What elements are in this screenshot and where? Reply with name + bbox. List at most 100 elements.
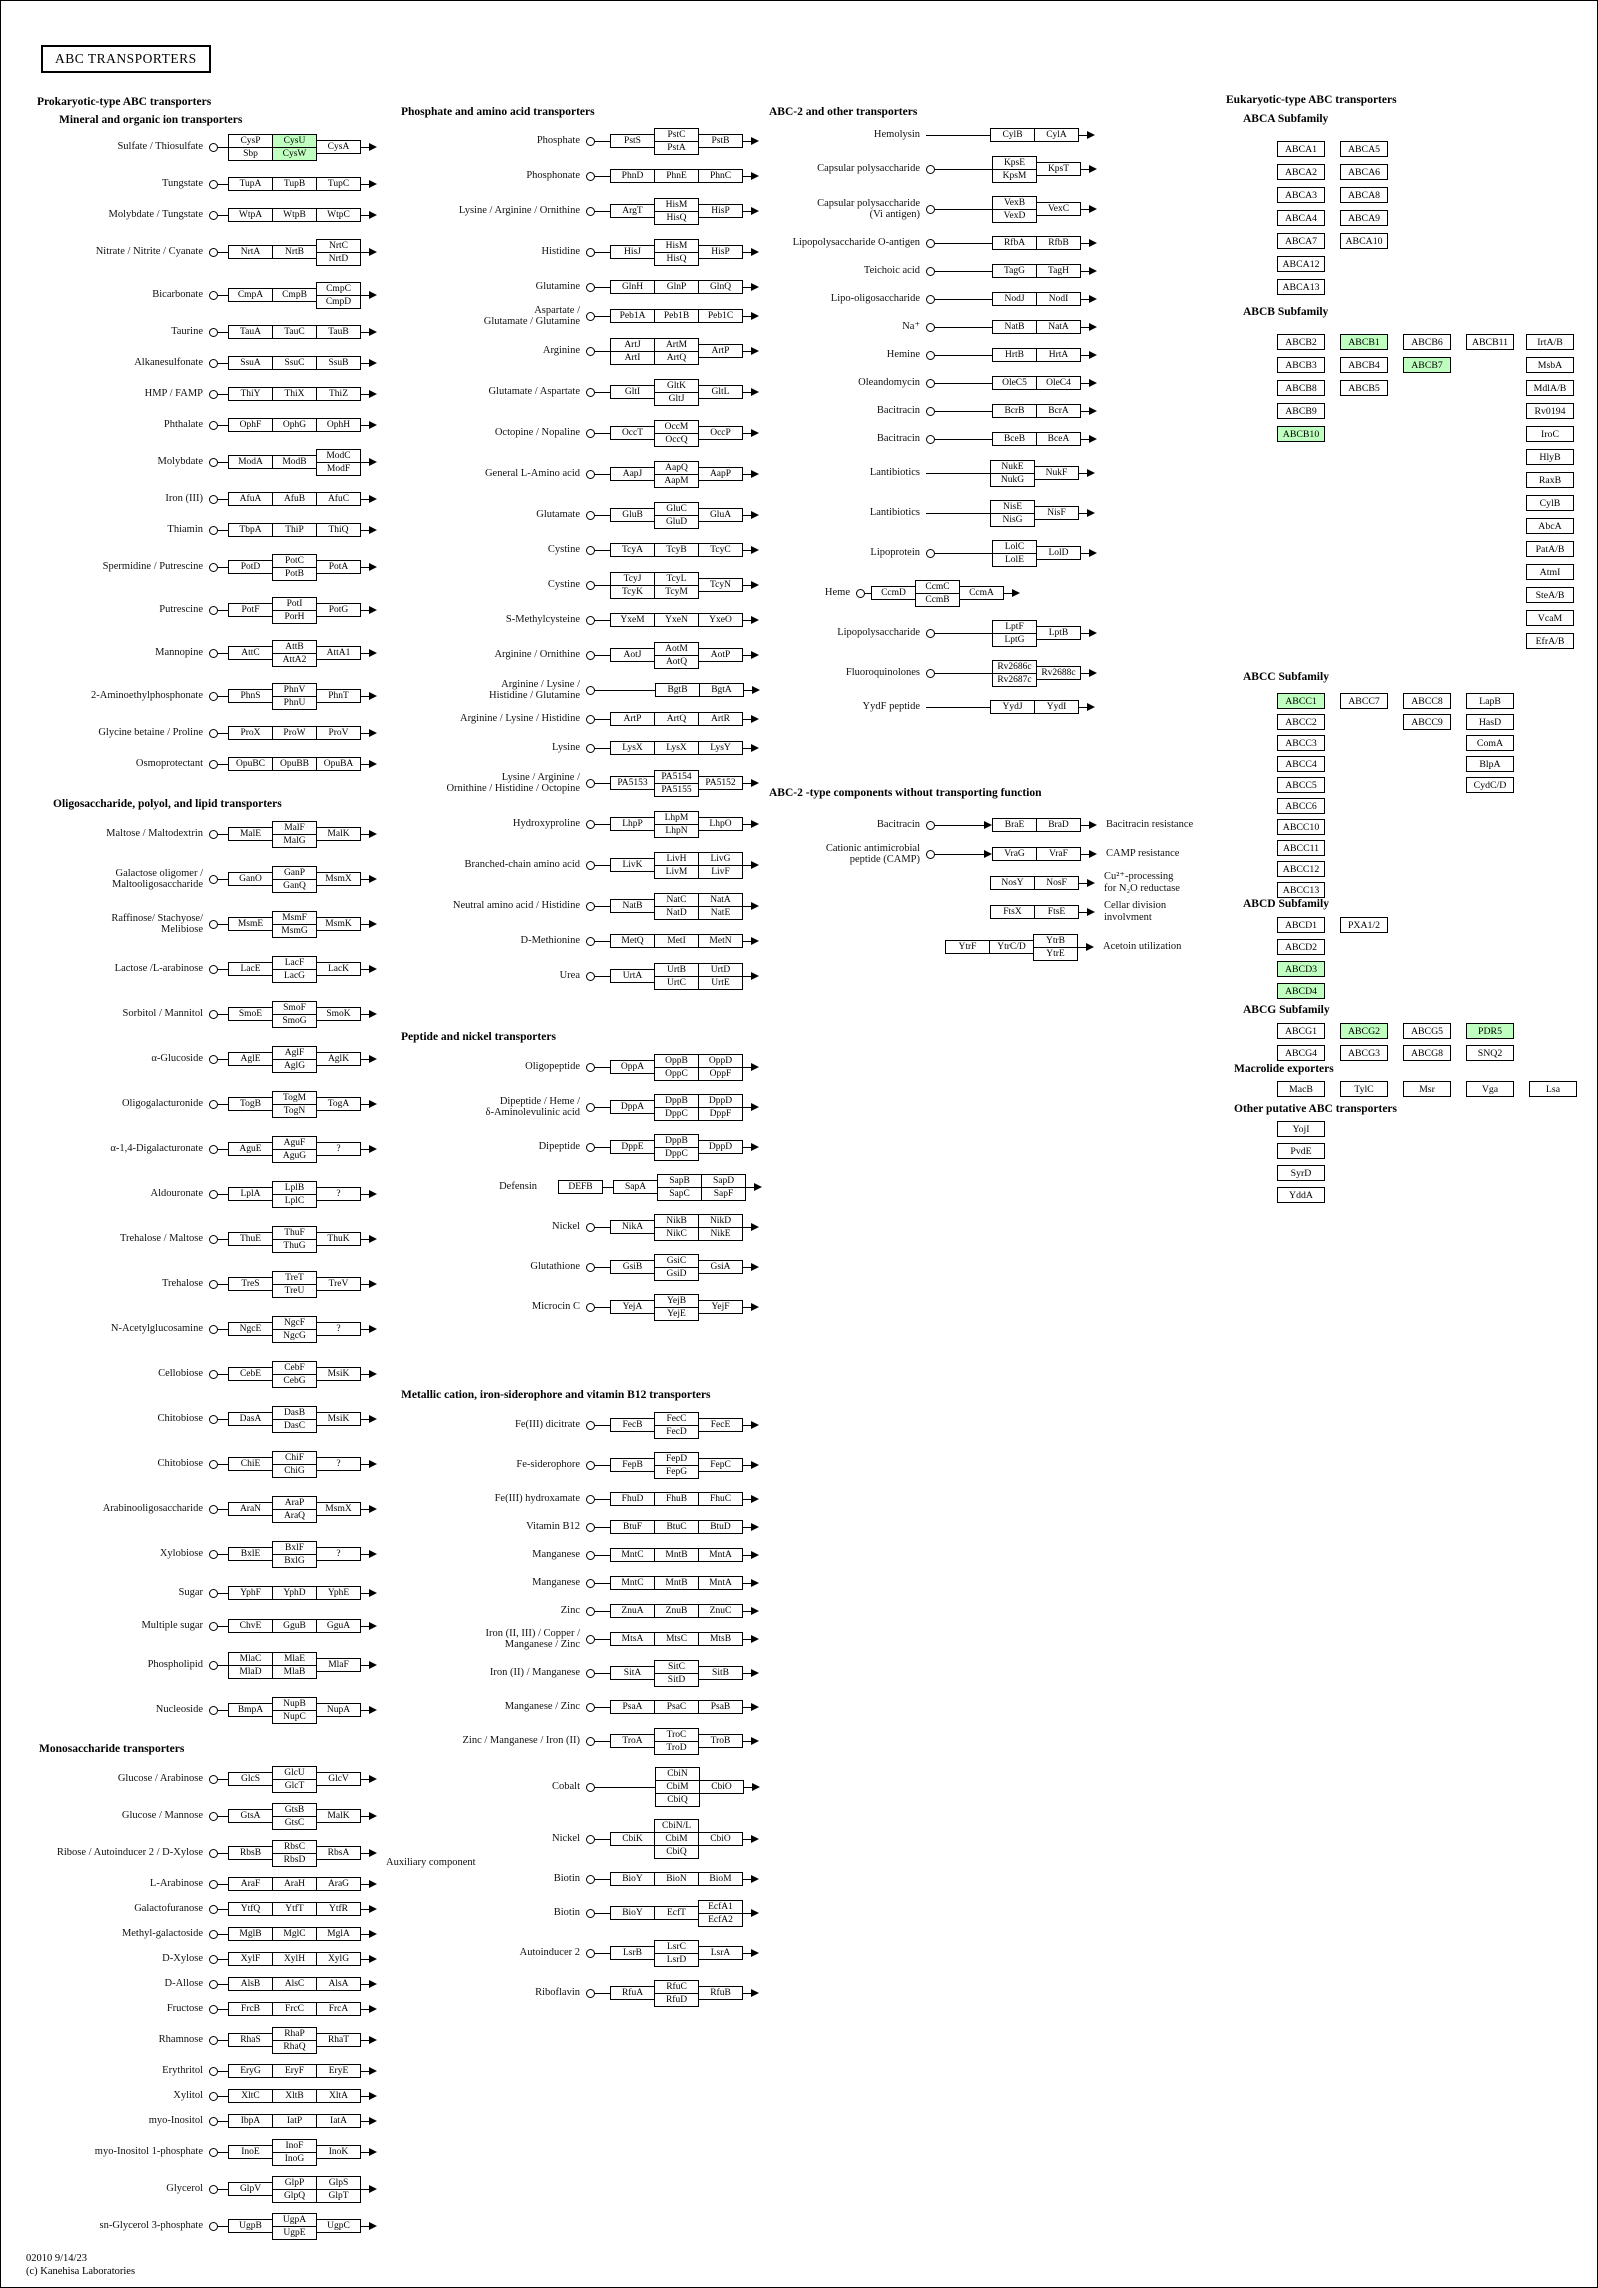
gene-box-MlaC[interactable]: MlaC <box>228 1651 273 1666</box>
gene-box-UrtD[interactable]: UrtD <box>698 962 743 977</box>
gene-box-ABCB5[interactable]: ABCB5 <box>1340 380 1388 396</box>
gene-box-UrtA[interactable]: UrtA <box>610 969 655 983</box>
gene-box-AglK[interactable]: AglK <box>316 1052 361 1066</box>
gene-box-PotB[interactable]: PotB <box>272 566 317 581</box>
gene-box-PstA[interactable]: PstA <box>654 140 699 155</box>
gene-box-PDR5[interactable]: PDR5 <box>1466 1023 1514 1039</box>
gene-box-OleC4[interactable]: OleC4 <box>1036 376 1081 390</box>
gene-box-NosY[interactable]: NosY <box>990 876 1035 890</box>
gene-box-GsiC[interactable]: GsiC <box>654 1253 699 1268</box>
gene-box-ProX[interactable]: ProX <box>228 726 273 740</box>
gene-box-AraF[interactable]: AraF <box>228 1877 273 1891</box>
gene-box-ThuK[interactable]: ThuK <box>316 1232 361 1246</box>
gene-box-PhnT[interactable]: PhnT <box>316 689 361 703</box>
gene-box-CylB[interactable]: CylB <box>1526 495 1574 511</box>
gene-box-ProW[interactable]: ProW <box>272 726 317 740</box>
gene-box-ModF[interactable]: ModF <box>316 461 361 476</box>
gene-box-TroA[interactable]: TroA <box>610 1734 655 1748</box>
gene-box-CbiQ[interactable]: CbiQ <box>655 1793 700 1807</box>
gene-box-SapC[interactable]: SapC <box>657 1186 702 1201</box>
gene-box-CcmD[interactable]: CcmD <box>871 586 916 600</box>
gene-box-GlpS[interactable]: GlpS <box>316 2175 361 2190</box>
gene-box-PstB[interactable]: PstB <box>698 134 743 148</box>
gene-box-ABCA2[interactable]: ABCA2 <box>1277 164 1325 180</box>
gene-box-FhuD[interactable]: FhuD <box>610 1492 655 1506</box>
gene-box-GlnQ[interactable]: GlnQ <box>698 280 743 294</box>
gene-box-ThiZ[interactable]: ThiZ <box>316 387 361 401</box>
gene-box-GtsC[interactable]: GtsC <box>272 1815 317 1830</box>
gene-box-ArtQ[interactable]: ArtQ <box>654 712 699 726</box>
gene-box-GluD[interactable]: GluD <box>654 514 699 529</box>
gene-box-SapB[interactable]: SapB <box>657 1173 702 1188</box>
gene-box-SsuC[interactable]: SsuC <box>272 356 317 370</box>
gene-box-ThuG[interactable]: ThuG <box>272 1238 317 1253</box>
gene-box-CcmA[interactable]: CcmA <box>959 586 1004 600</box>
gene-box-MalK[interactable]: MalK <box>316 1809 361 1823</box>
gene-box-ABCC2[interactable]: ABCC2 <box>1277 714 1325 730</box>
gene-box-RhaT[interactable]: RhaT <box>316 2033 361 2047</box>
gene-box-ABCB4[interactable]: ABCB4 <box>1340 357 1388 373</box>
gene-box-Rv2687c[interactable]: Rv2687c <box>992 672 1037 687</box>
gene-box-UrtE[interactable]: UrtE <box>698 975 743 990</box>
gene-box-CbiO[interactable]: CbiO <box>699 1780 744 1794</box>
gene-box-PotA[interactable]: PotA <box>316 560 361 574</box>
gene-box-PatA/B[interactable]: PatA/B <box>1526 541 1574 557</box>
gene-box-DEFB[interactable]: DEFB <box>558 1180 603 1194</box>
gene-box-MntC[interactable]: MntC <box>610 1576 655 1590</box>
gene-box-PotD[interactable]: PotD <box>228 560 273 574</box>
gene-box-NupB[interactable]: NupB <box>272 1696 317 1711</box>
gene-box-DasB[interactable]: DasB <box>272 1405 317 1420</box>
gene-box-NrtC[interactable]: NrtC <box>316 238 361 253</box>
gene-box-DppD[interactable]: DppD <box>698 1140 743 1154</box>
gene-box-RhaQ[interactable]: RhaQ <box>272 2039 317 2054</box>
gene-box-AglG[interactable]: AglG <box>272 1058 317 1073</box>
gene-box-PotG[interactable]: PotG <box>316 603 361 617</box>
gene-box-MglB[interactable]: MglB <box>228 1927 273 1941</box>
gene-box-ComA[interactable]: ComA <box>1466 735 1514 751</box>
gene-box-RfuB[interactable]: RfuB <box>698 1986 743 2000</box>
gene-box-HisJ[interactable]: HisJ <box>610 245 655 259</box>
gene-box-NgcE[interactable]: NgcE <box>228 1322 273 1336</box>
gene-box-PA5154[interactable]: PA5154 <box>654 769 699 784</box>
gene-box-GltK[interactable]: GltK <box>654 378 699 393</box>
gene-box-YtrC/D[interactable]: YtrC/D <box>989 940 1034 954</box>
gene-box-ABCC11[interactable]: ABCC11 <box>1277 840 1325 856</box>
gene-box-AfuB[interactable]: AfuB <box>272 492 317 506</box>
gene-box-Peb1A[interactable]: Peb1A <box>610 309 655 323</box>
gene-box-AraG[interactable]: AraG <box>316 1877 361 1891</box>
gene-box-NgcG[interactable]: NgcG <box>272 1328 317 1343</box>
gene-box-MsiK[interactable]: MsiK <box>316 1367 361 1381</box>
gene-box-MglC[interactable]: MglC <box>272 1927 317 1941</box>
gene-box-TauA[interactable]: TauA <box>228 325 273 339</box>
gene-box-NupC[interactable]: NupC <box>272 1709 317 1724</box>
gene-box-ABCA12[interactable]: ABCA12 <box>1277 256 1325 272</box>
gene-box-ABCG4[interactable]: ABCG4 <box>1277 1045 1325 1061</box>
gene-box-SteA/B[interactable]: SteA/B <box>1526 587 1574 603</box>
gene-box-LhpP[interactable]: LhpP <box>610 817 655 831</box>
gene-box-GlcS[interactable]: GlcS <box>228 1772 273 1786</box>
gene-box-ABCA1[interactable]: ABCA1 <box>1277 141 1325 157</box>
gene-box-LolE[interactable]: LolE <box>992 552 1037 567</box>
gene-box-ABCC9[interactable]: ABCC9 <box>1403 714 1451 730</box>
gene-box-OccP[interactable]: OccP <box>698 426 743 440</box>
gene-box-TagG[interactable]: TagG <box>992 264 1037 278</box>
gene-box-ZnuC[interactable]: ZnuC <box>698 1604 743 1618</box>
gene-box-ABCC10[interactable]: ABCC10 <box>1277 819 1325 835</box>
gene-box-KpsM[interactable]: KpsM <box>992 168 1037 183</box>
gene-box-AfuA[interactable]: AfuA <box>228 492 273 506</box>
gene-box-VexB[interactable]: VexB <box>992 195 1037 210</box>
gene-box-LptG[interactable]: LptG <box>992 632 1037 647</box>
gene-box-BtuC[interactable]: BtuC <box>654 1520 699 1534</box>
gene-box-NukF[interactable]: NukF <box>1034 466 1079 480</box>
gene-box-ABCG1[interactable]: ABCG1 <box>1277 1023 1325 1039</box>
gene-box-TagH[interactable]: TagH <box>1036 264 1081 278</box>
gene-box-MntB[interactable]: MntB <box>654 1548 699 1562</box>
gene-box-ABCB1[interactable]: ABCB1 <box>1340 334 1388 350</box>
gene-box-RfuC[interactable]: RfuC <box>654 1979 699 1994</box>
gene-box-CysA[interactable]: CysA <box>316 140 361 154</box>
gene-box-PstC[interactable]: PstC <box>654 127 699 142</box>
gene-box-MetQ[interactable]: MetQ <box>610 934 655 948</box>
gene-box-ABCD3[interactable]: ABCD3 <box>1277 961 1325 977</box>
gene-box-VexC[interactable]: VexC <box>1036 202 1081 216</box>
gene-box-UgpC[interactable]: UgpC <box>316 2219 361 2233</box>
